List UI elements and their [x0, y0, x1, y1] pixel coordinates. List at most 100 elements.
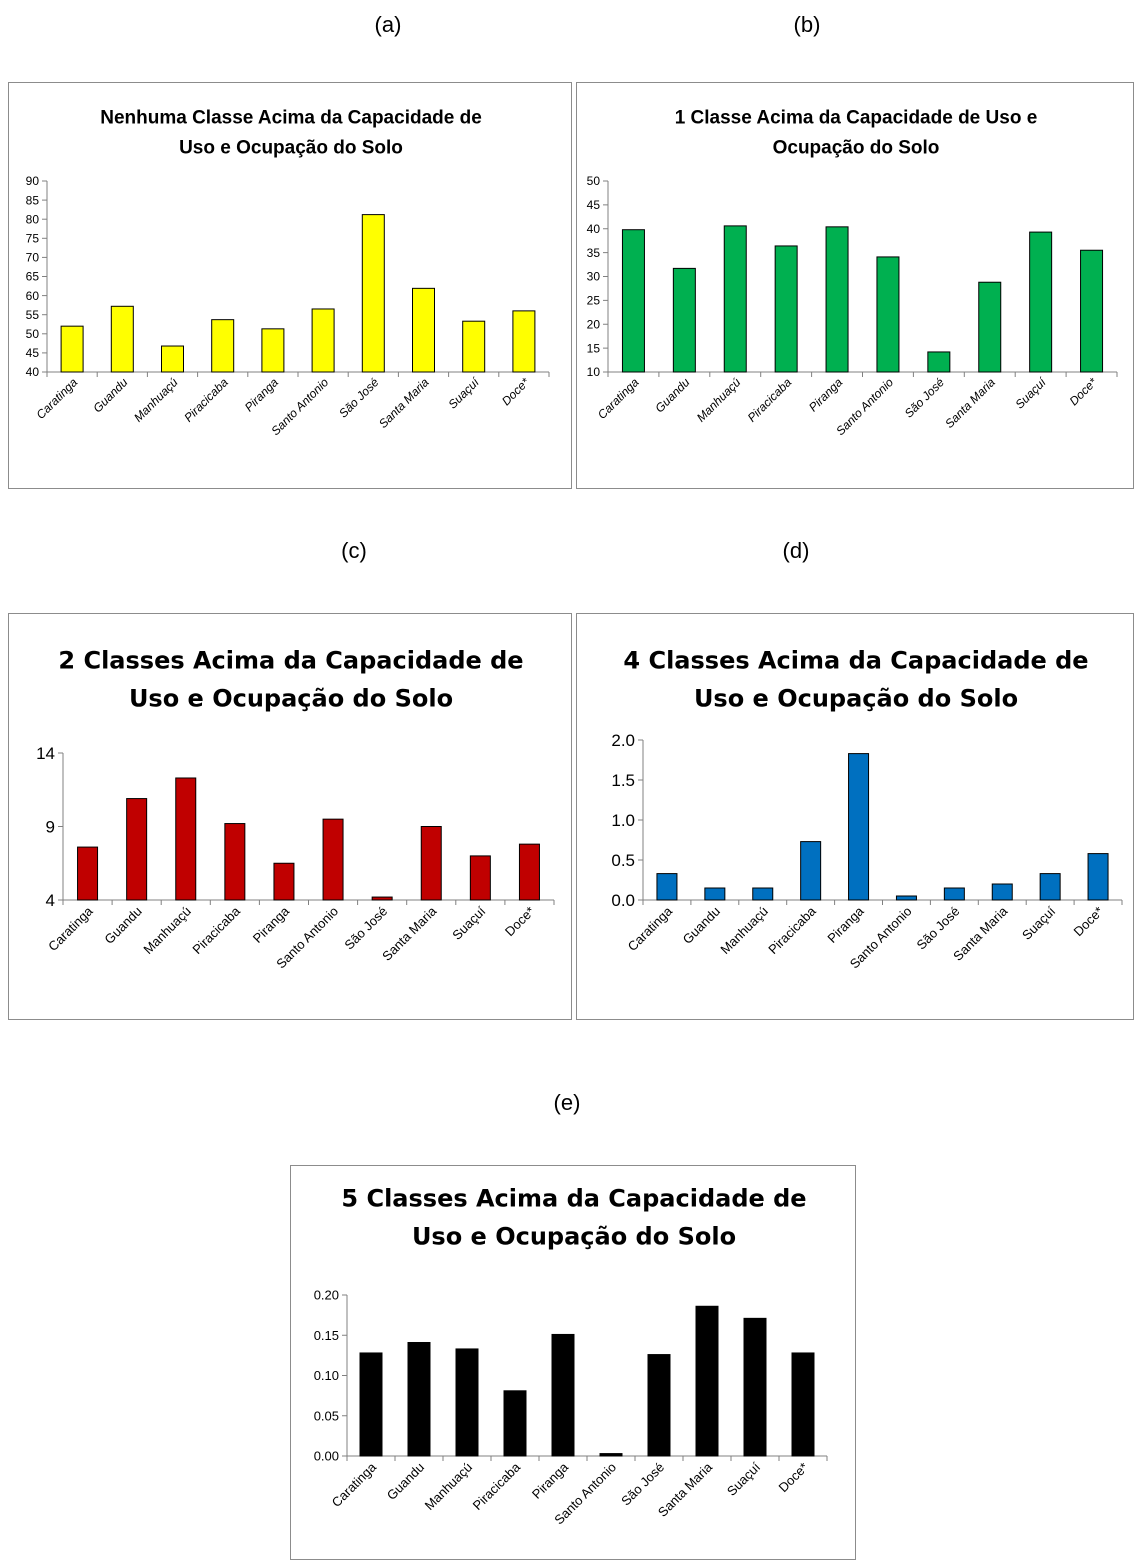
bar-doce-: [791, 1352, 815, 1457]
y-tick-label: 80: [26, 212, 40, 226]
chart-b: 1 Classe Acima da Capacidade de Uso e Ocu…: [576, 82, 1134, 489]
bar-caratinga: [359, 1352, 383, 1457]
bar-santo-antonio: [895, 895, 917, 901]
category-label: Caratinga: [45, 903, 96, 954]
bar-guandu: [407, 1341, 431, 1457]
y-tick-label: 40: [587, 222, 601, 236]
bar-santa-maria: [991, 883, 1013, 901]
chart-title-line: Uso e Ocupação do Solo: [694, 684, 1018, 712]
y-tick-label: 45: [587, 198, 601, 212]
y-tick-label: 0.10: [314, 1368, 339, 1383]
category-label: Suaçuí: [446, 374, 483, 411]
bar-santo-antonio: [322, 818, 344, 901]
category-label: Doce*: [1071, 904, 1107, 940]
category-label: Doce*: [775, 1460, 811, 1496]
y-tick-label: 90: [26, 174, 40, 188]
bar-santo-antonio: [311, 308, 335, 373]
chart-title-line: 1 Classe Acima da Capacidade de Uso e: [675, 108, 1038, 129]
bar-piranga: [273, 862, 295, 901]
bar-sua-u-: [1029, 231, 1053, 373]
chart-title-line: Ocupação do Solo: [773, 138, 940, 159]
bar-guandu: [672, 267, 696, 373]
category-label: Doce*: [1067, 375, 1100, 408]
category-label: Caratinga: [34, 375, 81, 422]
category-label: Doce*: [499, 375, 532, 408]
bar-piracicaba: [503, 1390, 527, 1457]
bar-doce-: [1087, 853, 1109, 901]
bar-santa-maria: [978, 281, 1002, 373]
y-tick-label: 65: [26, 270, 40, 284]
y-tick-label: 45: [26, 346, 40, 360]
chart-d-svg: 4 Classes Acima da Capacidade de Uso e Oc…: [611, 646, 1123, 971]
bar-piracicaba: [224, 823, 246, 901]
bar-manhua-: [723, 225, 747, 373]
bar-santa-maria: [420, 826, 442, 901]
bar-santa-maria: [412, 287, 435, 373]
bar-piranga: [261, 328, 285, 373]
bar-sua-u-: [469, 855, 491, 901]
bar-guandu: [110, 305, 134, 373]
bar-manhua-: [161, 345, 184, 373]
category-label: Piranga: [242, 375, 281, 414]
chart-c: 2 Classes Acima da Capacidade de Uso e Oc…: [8, 613, 572, 1020]
bar-piracicaba: [774, 245, 798, 373]
y-tick-label: 20: [587, 317, 601, 331]
category-label: Guandu: [90, 375, 130, 415]
bar-caratinga: [77, 846, 99, 901]
category-label: Guandu: [652, 375, 692, 415]
category-label: Caratinga: [595, 375, 642, 422]
category-label: Suaçuí: [449, 903, 488, 942]
bar-s-o-jos-: [943, 887, 965, 901]
chart-e: 5 Classes Acima da Capacidade de Uso e Oc…: [290, 1165, 856, 1560]
bar-doce-: [512, 310, 536, 373]
panel-label-a: (a): [374, 12, 402, 37]
category-label: São José: [618, 1460, 667, 1509]
chart-title-line: 2 Classes Acima da Capacidade de: [58, 646, 523, 674]
y-tick-label: 85: [26, 193, 40, 207]
chart-b-svg: 1 Classe Acima da Capacidade de Uso e Ocu…: [587, 108, 1118, 438]
bar-s-o-jos-: [647, 1354, 671, 1457]
y-tick-label: 10: [587, 365, 601, 379]
bar-doce-: [1080, 249, 1104, 373]
category-label: Piranga: [824, 903, 867, 946]
y-tick-label: 35: [587, 246, 601, 260]
y-tick-label: 30: [587, 270, 601, 284]
category-label: Piracicaba: [765, 903, 819, 957]
bar-doce-: [518, 843, 540, 901]
bar-sua-u-: [1039, 873, 1061, 901]
y-tick-label: 1.5: [611, 771, 635, 790]
chart-title-line: 4 Classes Acima da Capacidade de: [623, 646, 1088, 674]
category-label: Piracicaba: [470, 1459, 524, 1513]
chart-title-line: Nenhuma Classe Acima da Capacidade de: [100, 108, 482, 129]
category-label: Guandu: [384, 1460, 427, 1503]
category-label: Suaçuí: [1012, 374, 1049, 411]
bar-manhua-: [455, 1348, 479, 1457]
y-tick-label: 50: [26, 327, 40, 341]
y-tick-label: 0.20: [314, 1288, 339, 1303]
y-tick-label: 9: [46, 817, 55, 836]
y-tick-label: 75: [26, 232, 40, 246]
y-tick-label: 70: [26, 251, 40, 265]
chart-e-svg: 5 Classes Acima da Capacidade de Uso e Oc…: [314, 1184, 828, 1527]
chart-title-line: Uso e Ocupação do Solo: [179, 138, 403, 159]
y-tick-label: 0.0: [611, 891, 635, 910]
chart-title-line: Uso e Ocupação do Solo: [412, 1222, 736, 1250]
bar-piranga: [848, 753, 870, 901]
bar-s-o-jos-: [927, 351, 951, 373]
y-tick-label: 14: [36, 744, 55, 763]
bar-caratinga: [656, 873, 678, 901]
category-label: Piracicaba: [745, 375, 795, 425]
bar-guandu: [704, 887, 726, 901]
category-label: Caratinga: [329, 1459, 380, 1510]
y-tick-label: 2.0: [611, 731, 635, 750]
category-label: Manhuaçú: [694, 375, 744, 425]
category-label: Caratinga: [625, 903, 676, 954]
category-label: Guandu: [101, 904, 144, 947]
category-label: Doce*: [502, 904, 538, 940]
category-label: Piranga: [250, 903, 293, 946]
y-tick-label: 0.15: [314, 1328, 339, 1343]
category-label: Guandu: [680, 904, 723, 947]
category-label: Manhuaçú: [131, 375, 181, 425]
category-label: São José: [336, 375, 382, 421]
bar-s-o-jos-: [371, 896, 393, 901]
